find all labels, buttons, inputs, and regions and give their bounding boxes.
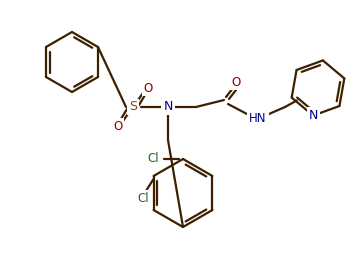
Text: S: S [129, 101, 137, 114]
Text: O: O [231, 76, 241, 89]
Text: N: N [309, 109, 318, 122]
Text: O: O [143, 82, 152, 95]
Text: O: O [113, 120, 123, 133]
Text: Cl: Cl [138, 192, 149, 205]
Text: N: N [163, 101, 173, 114]
Text: Cl: Cl [147, 153, 159, 166]
Text: HN: HN [249, 111, 267, 124]
